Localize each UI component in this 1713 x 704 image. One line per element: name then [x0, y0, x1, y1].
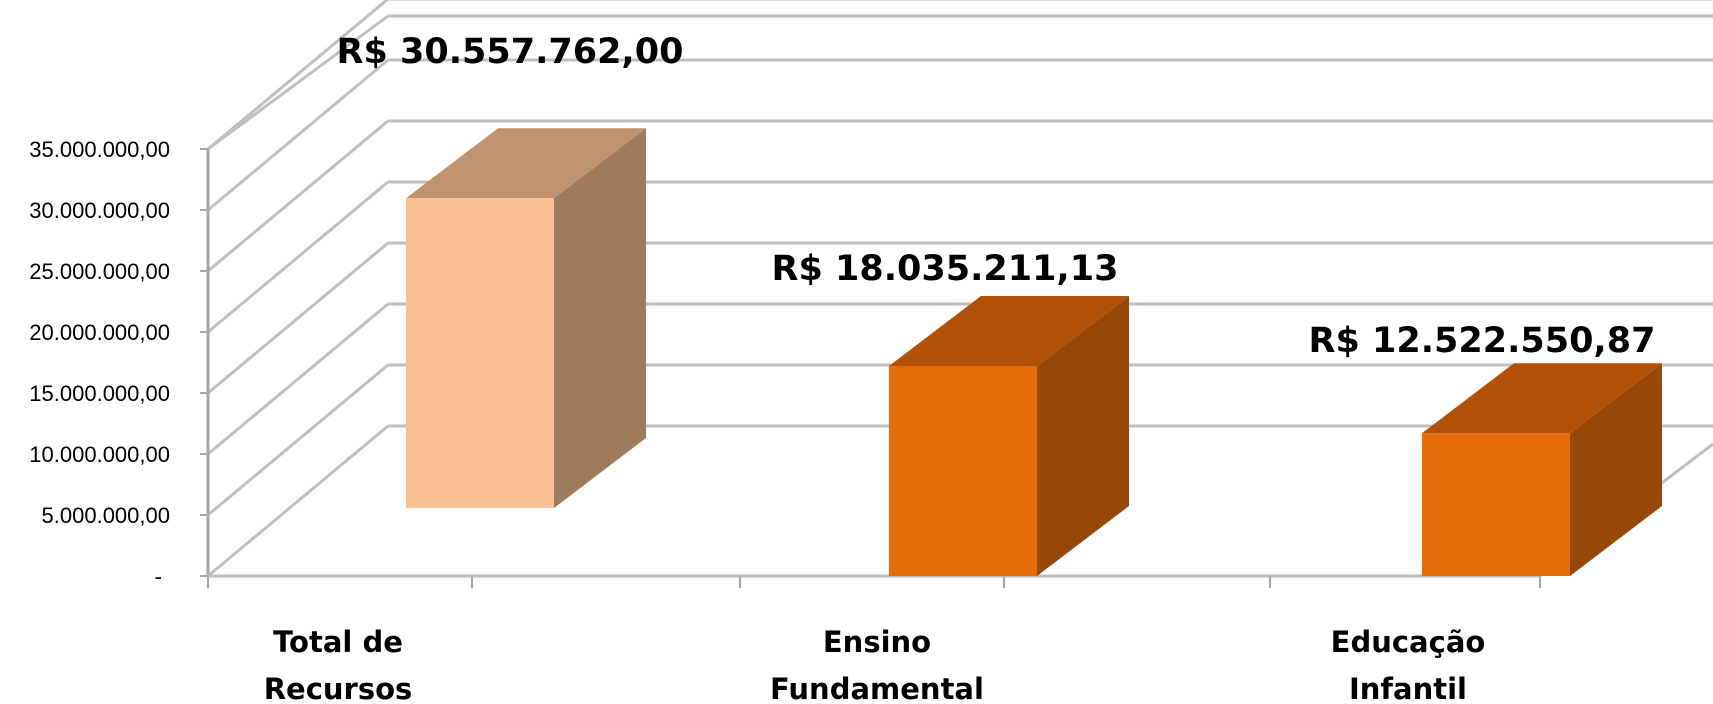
category-label-1: Recursos: [264, 672, 413, 704]
bar-front: [889, 365, 1037, 576]
y-tick-label: 5.000.000,00: [42, 503, 170, 528]
category-label-3: Infantil: [1349, 672, 1467, 704]
y-tick-label: 15.000.000,00: [29, 381, 170, 406]
y-tick-label: 30.000.000,00: [29, 198, 170, 223]
bar-3: [1422, 363, 1662, 576]
bar-side: [1570, 363, 1662, 576]
gridline-side: [207, 14, 389, 151]
category-labels: Total de Recursos Ensino Fundamental Educaçã…: [264, 625, 1486, 704]
bars: [406, 128, 1662, 576]
bar-top: [889, 295, 1129, 366]
bar-1: [406, 128, 646, 508]
gridline-side: [207, 302, 389, 456]
bar-front: [406, 198, 554, 508]
category-label-2: Ensino: [823, 625, 931, 659]
bar-top: [1422, 363, 1662, 434]
y-tick-label: 20.000.000,00: [29, 320, 170, 345]
category-label-1: Total de: [273, 625, 403, 659]
data-label-2: R$ 18.035.211,13: [772, 249, 1119, 289]
bar-2: [889, 295, 1129, 576]
gridline-side: [207, 119, 389, 273]
gridline-side: [207, 58, 389, 212]
gridline-side: [207, 363, 389, 517]
category-label-2: Fundamental: [770, 672, 984, 704]
data-label-3: R$ 12.522.550,87: [1309, 321, 1656, 361]
y-axis-ticks: - 5.000.000,00 10.000.000,00 15.000.000,00 2…: [29, 137, 208, 589]
bar-top: [406, 128, 646, 199]
y-tick-label: 25.000.000,00: [29, 259, 170, 284]
gridline-side: [207, 180, 389, 334]
bar-side: [1037, 295, 1129, 576]
y-tick-label: -: [155, 564, 162, 589]
y-tick-label: 10.000.000,00: [29, 442, 170, 467]
category-label-3: Educação: [1331, 625, 1486, 659]
data-labels: R$ 30.557.762,00 R$ 18.035.211,13 R$ 12.52…: [337, 32, 1656, 361]
bar-side: [554, 128, 646, 508]
gridline-side: [207, 241, 389, 395]
gridline-side: [207, 0, 389, 151]
y-tick-label: 35.000.000,00: [29, 137, 170, 162]
gridline-side: [207, 424, 389, 578]
bar-front: [1422, 433, 1570, 576]
data-label-1: R$ 30.557.762,00: [337, 32, 684, 72]
